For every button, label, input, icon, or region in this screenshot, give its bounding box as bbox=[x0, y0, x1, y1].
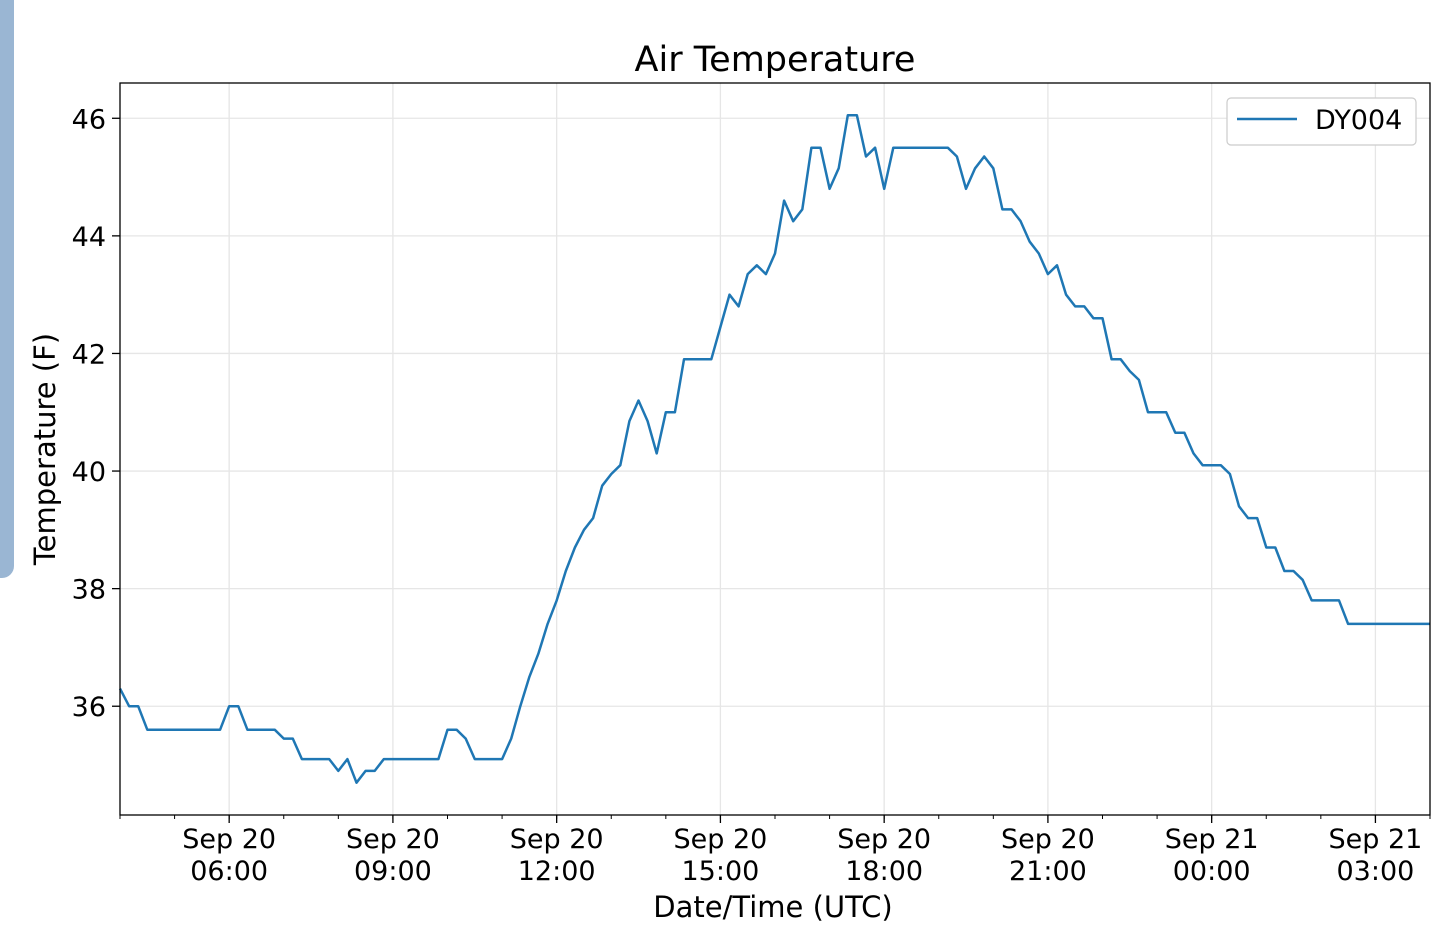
y-tick-label: 38 bbox=[72, 575, 106, 606]
x-tick-label-date: Sep 21 bbox=[1329, 824, 1423, 855]
x-tick-label-time: 09:00 bbox=[354, 856, 432, 887]
side-panel-tab[interactable] bbox=[0, 0, 14, 578]
y-axis-label: Temperature (F) bbox=[28, 333, 62, 566]
legend-box bbox=[1226, 97, 1417, 146]
y-tick-label: 42 bbox=[72, 339, 106, 370]
y-tick-label: 40 bbox=[72, 457, 106, 488]
x-tick-label-time: 12:00 bbox=[518, 856, 596, 887]
series-layer bbox=[118, 114, 1431, 784]
y-tick-label: 46 bbox=[72, 104, 106, 135]
legend: DY004 bbox=[1226, 97, 1417, 146]
x-tick-label-date: Sep 20 bbox=[837, 824, 931, 855]
x-tick-label-date: Sep 20 bbox=[1001, 824, 1095, 855]
series-line-dy004 bbox=[118, 114, 1430, 784]
x-tick-label-time: 00:00 bbox=[1173, 856, 1251, 887]
x-tick-label-time: 15:00 bbox=[682, 856, 760, 887]
chart-title: Air Temperature bbox=[635, 40, 916, 80]
x-tick-label-date: Sep 20 bbox=[346, 824, 440, 855]
grid-lines bbox=[120, 83, 1430, 815]
y-tick-label: 44 bbox=[72, 222, 106, 253]
plot-frame bbox=[119, 82, 1431, 816]
legend-label-dy004: DY004 bbox=[1315, 105, 1402, 136]
x-tick-label-time: 06:00 bbox=[190, 856, 268, 887]
x-tick-label-date: Sep 21 bbox=[1165, 824, 1259, 855]
x-tick-label-date: Sep 20 bbox=[674, 824, 768, 855]
x-axis-label: Date/Time (UTC) bbox=[653, 890, 892, 924]
x-tick-label-time: 18:00 bbox=[845, 856, 923, 887]
x-tick-label-date: Sep 20 bbox=[510, 824, 604, 855]
y-tick-label: 36 bbox=[72, 692, 106, 723]
x-tick-label-date: Sep 20 bbox=[182, 824, 276, 855]
x-tick-label-time: 03:00 bbox=[1337, 856, 1415, 887]
x-tick-label-time: 21:00 bbox=[1009, 856, 1087, 887]
